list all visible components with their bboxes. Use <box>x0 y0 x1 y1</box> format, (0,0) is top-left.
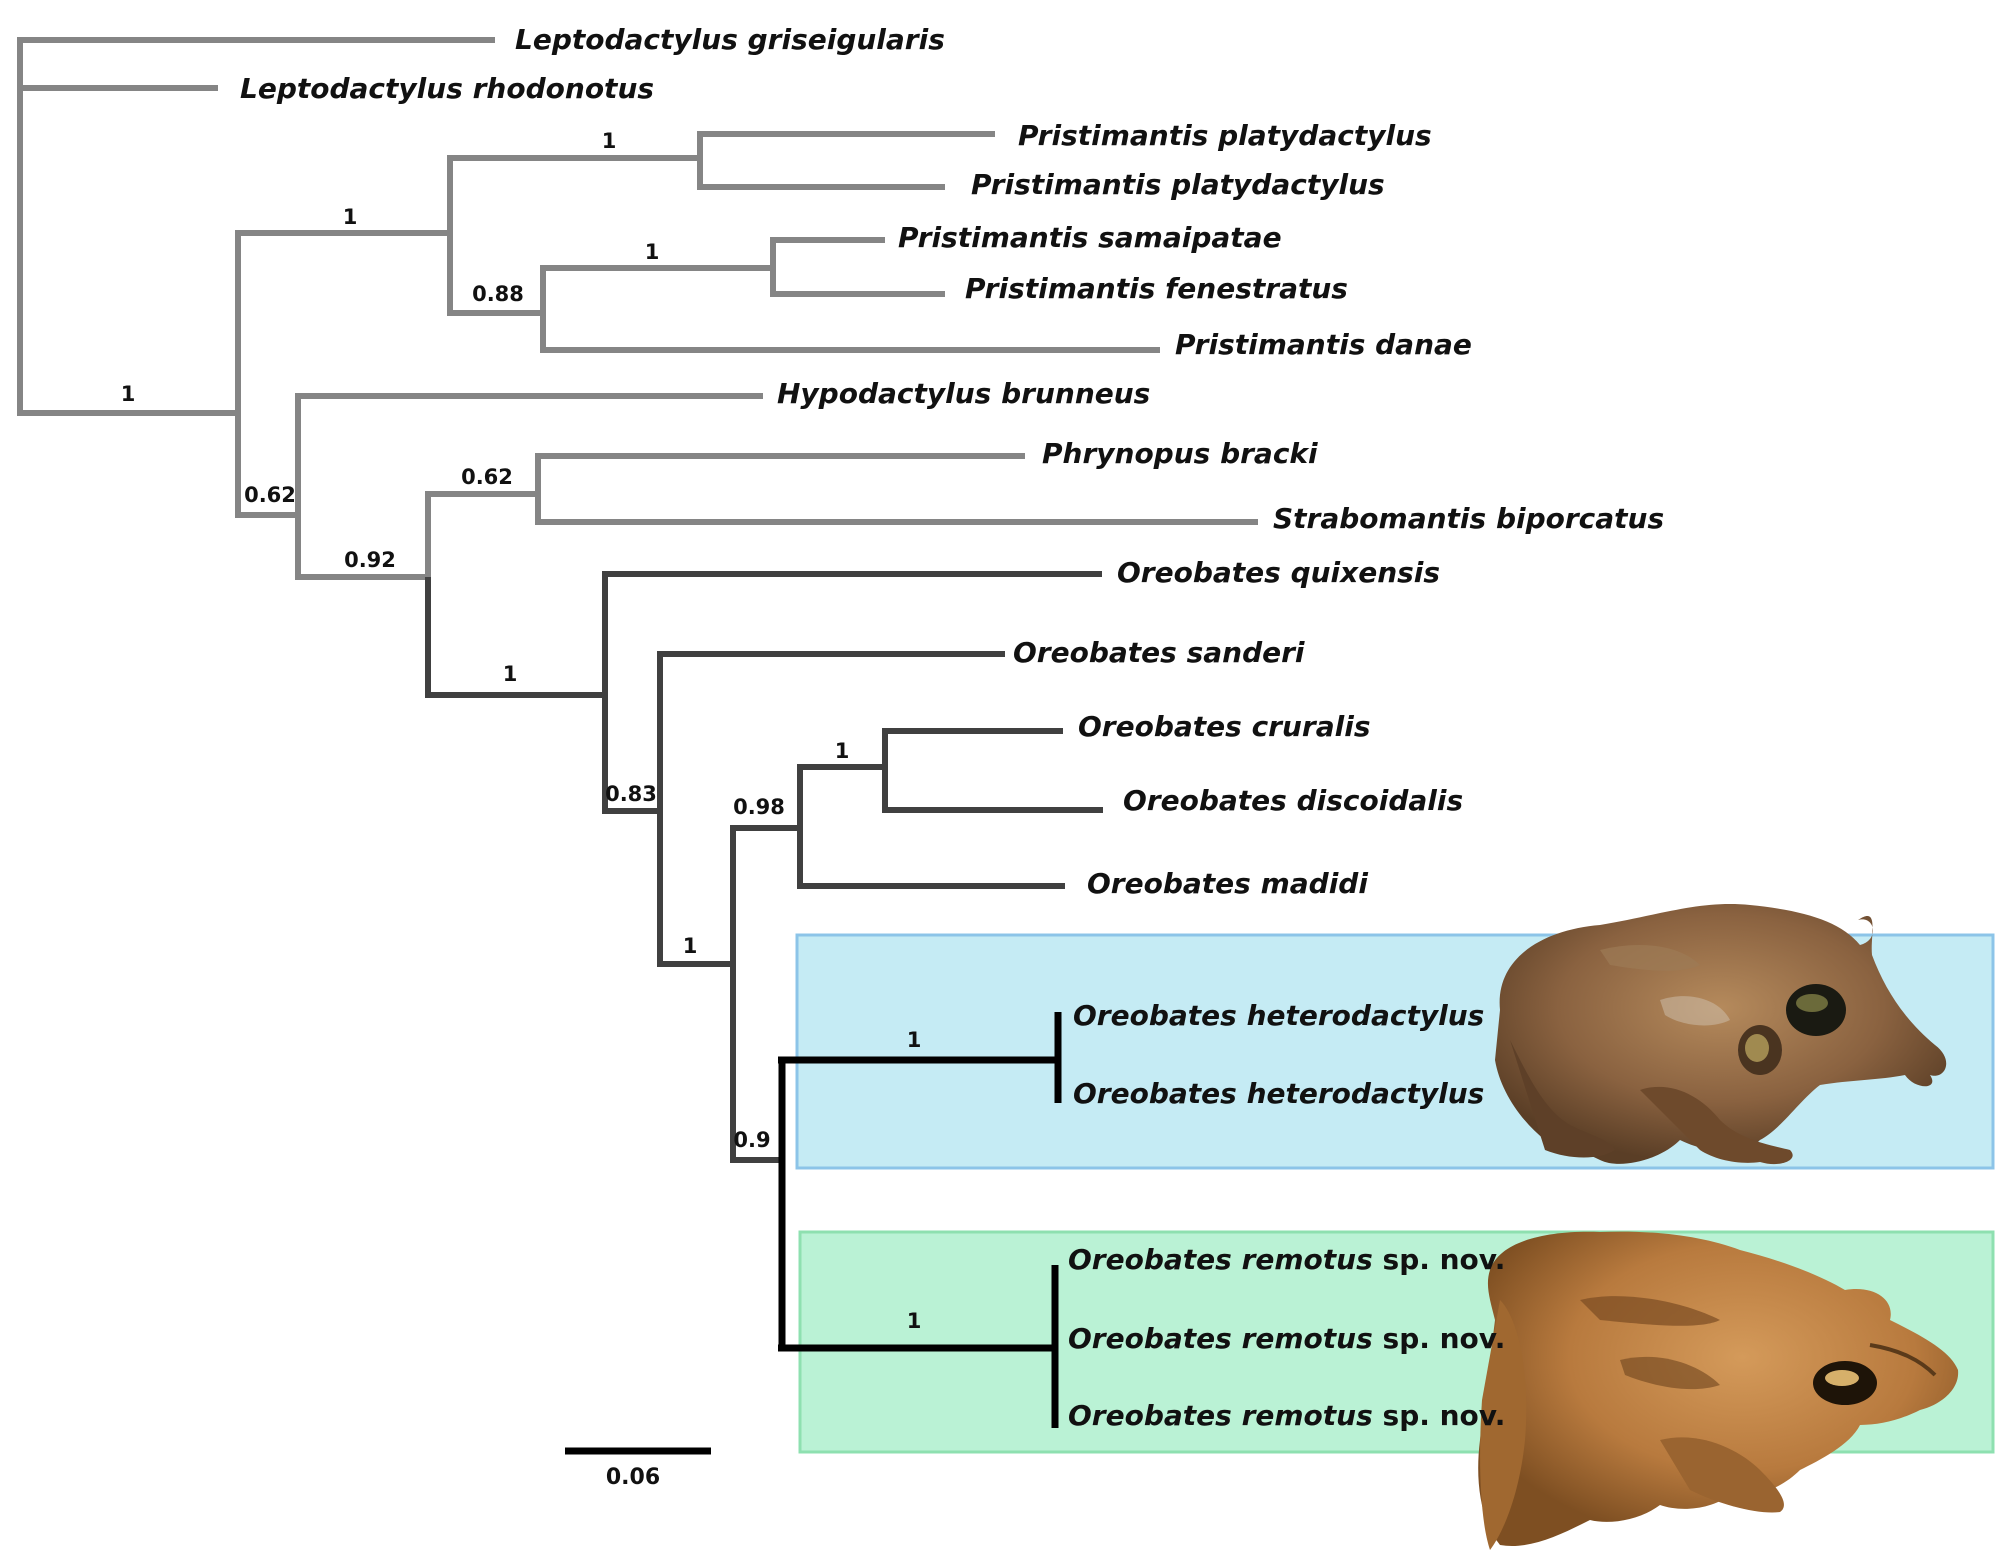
taxon-species: madidi <box>1261 867 1369 900</box>
taxon-species: remotus <box>1242 1399 1373 1432</box>
taxon-species: danae <box>1375 328 1472 361</box>
support-value: 1 <box>907 1028 922 1052</box>
taxon-genus: Oreobates <box>1068 1243 1242 1276</box>
taxon-genus: Pristimantis <box>971 168 1171 201</box>
taxon-species: sanderi <box>1187 636 1305 669</box>
taxon-species: heterodactylus <box>1247 999 1485 1032</box>
support-value: 1 <box>835 739 850 763</box>
taxon-label: Oreobates discoidalis <box>1123 784 1463 817</box>
taxon-label: Pristimantis danae <box>1175 328 1472 361</box>
taxon-genus: Oreobates <box>1123 784 1297 817</box>
taxon-genus: Oreobates <box>1117 556 1291 589</box>
taxon-genus: Pristimantis <box>1175 328 1375 361</box>
taxon-genus: Hypodactylus <box>777 377 1001 410</box>
support-value: 0.62 <box>461 465 513 489</box>
taxon-genus: Leptodactylus <box>240 72 473 105</box>
taxon-species: heterodactylus <box>1247 1077 1485 1110</box>
taxon-label: Hypodactylus brunneus <box>777 377 1150 410</box>
taxon-label: Oreobates remotus sp. nov. <box>1068 1322 1505 1355</box>
support-value: 1 <box>121 382 136 406</box>
taxon-label: Oreobates heterodactylus <box>1073 999 1484 1032</box>
taxon-label: Oreobates cruralis <box>1078 710 1370 743</box>
support-value: 0.92 <box>344 548 396 572</box>
taxon-label: Phrynopus bracki <box>1042 437 1318 470</box>
support-value: 0.98 <box>733 795 785 819</box>
support-value: 1 <box>683 934 698 958</box>
taxon-genus: Oreobates <box>1068 1399 1242 1432</box>
taxon-suffix: sp. nov. <box>1373 1399 1506 1432</box>
outgroup-branches <box>17 37 1258 580</box>
support-value: 1 <box>645 240 660 264</box>
taxon-genus: Oreobates <box>1013 636 1187 669</box>
taxon-genus: Pristimantis <box>898 221 1098 254</box>
taxon-species: bracki <box>1220 437 1318 470</box>
taxon-label: Oreobates sanderi <box>1013 636 1305 669</box>
support-value: 1 <box>503 662 518 686</box>
taxon-genus: Strabomantis <box>1273 502 1496 535</box>
taxon-label: Oreobates heterodactylus <box>1073 1077 1484 1110</box>
taxon-label: Pristimantis platydactylus <box>1018 119 1432 152</box>
taxon-species: fenestratus <box>1165 272 1348 305</box>
support-value: 0.62 <box>244 483 296 507</box>
frog-photo-remotus <box>1478 1231 1959 1550</box>
taxon-species: samaipatae <box>1098 221 1281 254</box>
taxon-genus: Oreobates <box>1073 1077 1247 1110</box>
taxon-genus: Oreobates <box>1087 867 1261 900</box>
taxon-species: biporcatus <box>1496 502 1664 535</box>
taxon-species: quixensis <box>1291 556 1441 589</box>
taxon-label: Oreobates madidi <box>1087 867 1368 900</box>
taxon-label: Pristimantis samaipatae <box>898 221 1282 254</box>
support-value: 0.9 <box>733 1128 770 1152</box>
taxon-label: Oreobates remotus sp. nov. <box>1068 1243 1505 1276</box>
taxon-genus: Pristimantis <box>1018 119 1218 152</box>
frog-photo-heterodactylus <box>1495 904 1947 1165</box>
taxon-label: Oreobates remotus sp. nov. <box>1068 1399 1505 1432</box>
taxon-label: Oreobates quixensis <box>1117 556 1440 589</box>
taxon-species: rhodonotus <box>473 72 654 105</box>
taxon-species: brunneus <box>1001 377 1150 410</box>
taxon-species: platydactylus <box>1217 119 1432 152</box>
focal-clade-branches <box>778 1012 1062 1428</box>
taxon-label: Pristimantis platydactylus <box>971 168 1385 201</box>
scale-bar: 0.06 <box>565 1447 711 1490</box>
support-value: 0.83 <box>605 782 657 806</box>
support-value: 1 <box>907 1309 922 1333</box>
support-values: 1 1 1 0.88 1 0.62 0.62 0.92 1 0.83 1 0.98 1 0.9 1 1 <box>121 129 922 1333</box>
taxon-labels: Leptodactylus griseigularisLeptodactylus… <box>240 23 1664 1432</box>
taxon-species: remotus <box>1242 1243 1373 1276</box>
taxon-label: Pristimantis fenestratus <box>965 272 1348 305</box>
taxon-label: Strabomantis biporcatus <box>1273 502 1664 535</box>
taxon-species: platydactylus <box>1170 168 1385 201</box>
support-value: 1 <box>602 129 617 153</box>
taxon-genus: Oreobates <box>1078 710 1252 743</box>
oreobates-branches <box>425 571 1103 1163</box>
taxon-species: cruralis <box>1252 710 1371 743</box>
taxon-genus: Pristimantis <box>965 272 1165 305</box>
taxon-genus: Leptodactylus <box>515 23 748 56</box>
taxon-genus: Oreobates <box>1073 999 1247 1032</box>
taxon-genus: Phrynopus <box>1042 437 1220 470</box>
taxon-genus: Oreobates <box>1068 1322 1242 1355</box>
taxon-suffix: sp. nov. <box>1373 1322 1506 1355</box>
taxon-species: discoidalis <box>1297 784 1464 817</box>
taxon-label: Leptodactylus griseigularis <box>515 23 945 56</box>
taxon-species: griseigularis <box>748 23 945 56</box>
taxon-suffix: sp. nov. <box>1373 1243 1506 1276</box>
scale-bar-label: 0.06 <box>606 1465 660 1490</box>
taxon-species: remotus <box>1242 1322 1373 1355</box>
support-value: 1 <box>343 205 358 229</box>
taxon-label: Leptodactylus rhodonotus <box>240 72 654 105</box>
support-value: 0.88 <box>472 282 524 306</box>
